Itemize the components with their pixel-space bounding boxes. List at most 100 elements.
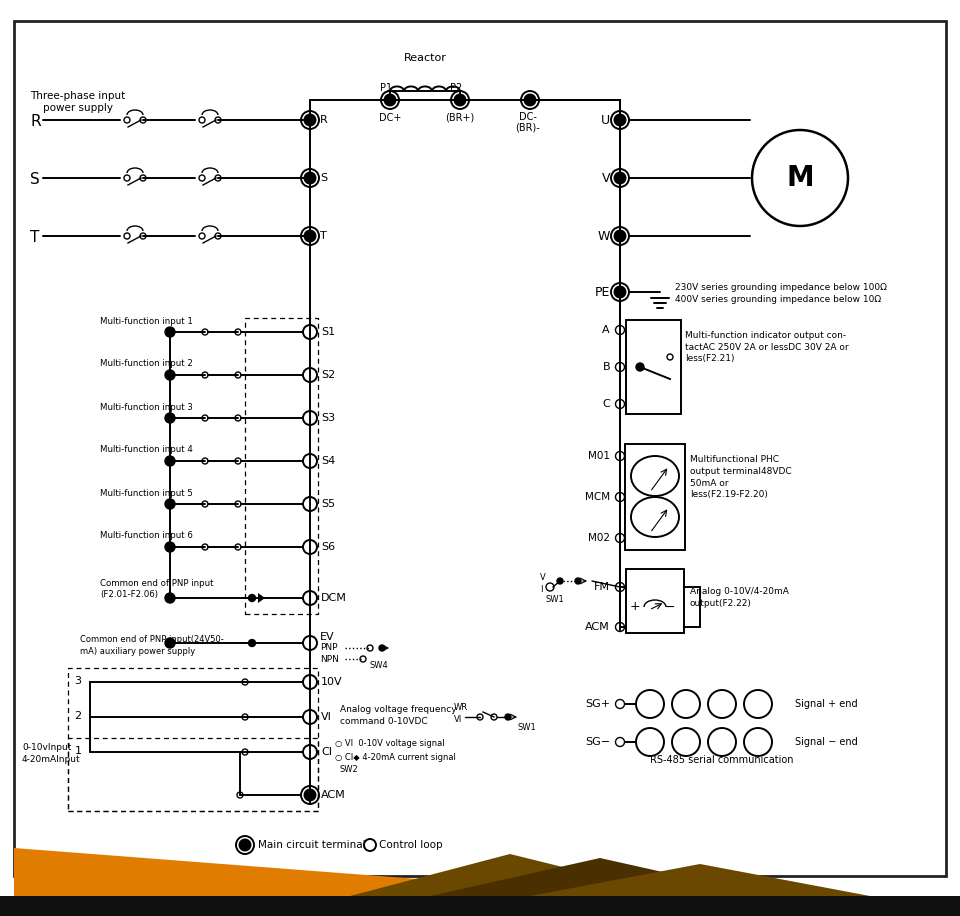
Text: Signal + end: Signal + end [795,699,857,709]
Circle shape [636,363,644,371]
Text: 400V series grounding impedance below 10Ω: 400V series grounding impedance below 10… [675,296,881,304]
Text: SG−: SG− [585,737,610,747]
Polygon shape [350,854,680,896]
Text: Multi-function input 6: Multi-function input 6 [100,531,193,540]
Text: 4-20mAInput: 4-20mAInput [22,756,81,765]
Text: (BR+): (BR+) [445,113,474,123]
Text: output(F2.22): output(F2.22) [690,598,752,607]
Text: SW1: SW1 [518,723,537,732]
Text: NPN: NPN [320,655,339,663]
Circle shape [249,594,255,602]
Text: R: R [320,115,327,125]
Polygon shape [530,864,870,896]
Circle shape [165,499,175,509]
Text: EV: EV [320,632,335,642]
Text: R: R [30,114,40,128]
Text: DC-: DC- [519,112,537,122]
Text: WR: WR [454,703,468,713]
Text: V: V [540,573,545,583]
Text: Control loop: Control loop [379,840,443,850]
Circle shape [304,172,316,183]
Text: S5: S5 [321,499,335,509]
Text: Analog voltage frequency: Analog voltage frequency [340,704,457,714]
Circle shape [614,114,626,125]
Text: S2: S2 [321,370,335,380]
Text: U: U [601,114,610,126]
Text: FM: FM [594,582,610,592]
Text: 230V series grounding impedance below 100Ω: 230V series grounding impedance below 10… [675,283,887,292]
Text: S4: S4 [321,456,335,466]
Text: B: B [602,362,610,372]
Circle shape [165,413,175,423]
Circle shape [165,542,175,552]
Text: P1: P1 [380,83,392,93]
Text: VI: VI [321,712,332,722]
Circle shape [614,287,626,298]
Circle shape [614,231,626,242]
Text: 50mA or: 50mA or [690,478,729,487]
Bar [245,318,318,614]
Bar [68,738,318,811]
Circle shape [165,638,175,648]
Circle shape [304,231,316,242]
Text: SG+: SG+ [585,699,610,709]
Text: −: − [664,601,675,614]
Text: 3: 3 [75,676,82,686]
Text: A: A [602,325,610,335]
Text: Multi-function input 3: Multi-function input 3 [100,402,193,411]
Text: mA) auxiliary power supply: mA) auxiliary power supply [80,647,195,656]
Text: S1: S1 [321,327,335,337]
Text: SW4: SW4 [370,660,389,670]
Circle shape [575,578,581,584]
Circle shape [304,114,316,125]
Text: Analog 0-10V/4-20mA: Analog 0-10V/4-20mA [690,586,789,595]
Circle shape [524,94,536,105]
Circle shape [379,645,385,651]
Circle shape [239,839,251,850]
Bar [626,569,684,633]
Circle shape [454,94,466,105]
Text: P2: P2 [450,83,463,93]
Text: T: T [320,231,326,241]
Text: M: M [786,164,814,192]
Text: output terminal48VDC: output terminal48VDC [690,466,792,475]
Text: S: S [320,173,327,183]
Circle shape [557,578,563,584]
Circle shape [304,790,316,801]
Text: tactAC 250V 2A or lessDC 30V 2A or: tactAC 250V 2A or lessDC 30V 2A or [685,343,849,352]
Polygon shape [258,593,265,603]
Text: CI: CI [321,747,332,757]
Text: Multi-function input 2: Multi-function input 2 [100,359,193,368]
Polygon shape [430,858,770,896]
Text: 1: 1 [75,746,82,756]
Text: S3: S3 [321,413,335,423]
Text: ACM: ACM [321,790,346,800]
Text: 10V: 10V [321,677,343,687]
Circle shape [614,172,626,183]
Text: Multi-function indicator output con-: Multi-function indicator output con- [685,331,846,340]
Text: PE: PE [594,286,610,299]
Bar [68,668,318,811]
Circle shape [505,714,511,720]
Text: M01: M01 [588,451,610,461]
Text: +: + [630,601,640,614]
Text: Three-phase input: Three-phase input [31,91,126,101]
Bar [626,320,681,414]
Circle shape [165,370,175,380]
Circle shape [165,456,175,466]
Text: Multi-function input 4: Multi-function input 4 [100,445,193,454]
Circle shape [165,327,175,337]
Text: S: S [30,171,39,187]
Text: Common end of PNP input(24V50-: Common end of PNP input(24V50- [80,635,224,644]
Text: W: W [598,230,610,243]
Text: I: I [540,585,542,594]
Text: V: V [602,171,610,184]
Text: Main circuit terminal: Main circuit terminal [258,840,366,850]
Text: less(F2.21): less(F2.21) [685,354,734,364]
Text: Multi-function input 5: Multi-function input 5 [100,488,193,497]
Circle shape [165,593,175,603]
Text: MCM: MCM [585,492,610,502]
Text: command 0-10VDC: command 0-10VDC [340,716,427,725]
Text: Common end of PNP input: Common end of PNP input [100,580,213,588]
Text: ○ CI◆ 4-20mA current signal: ○ CI◆ 4-20mA current signal [335,753,456,761]
